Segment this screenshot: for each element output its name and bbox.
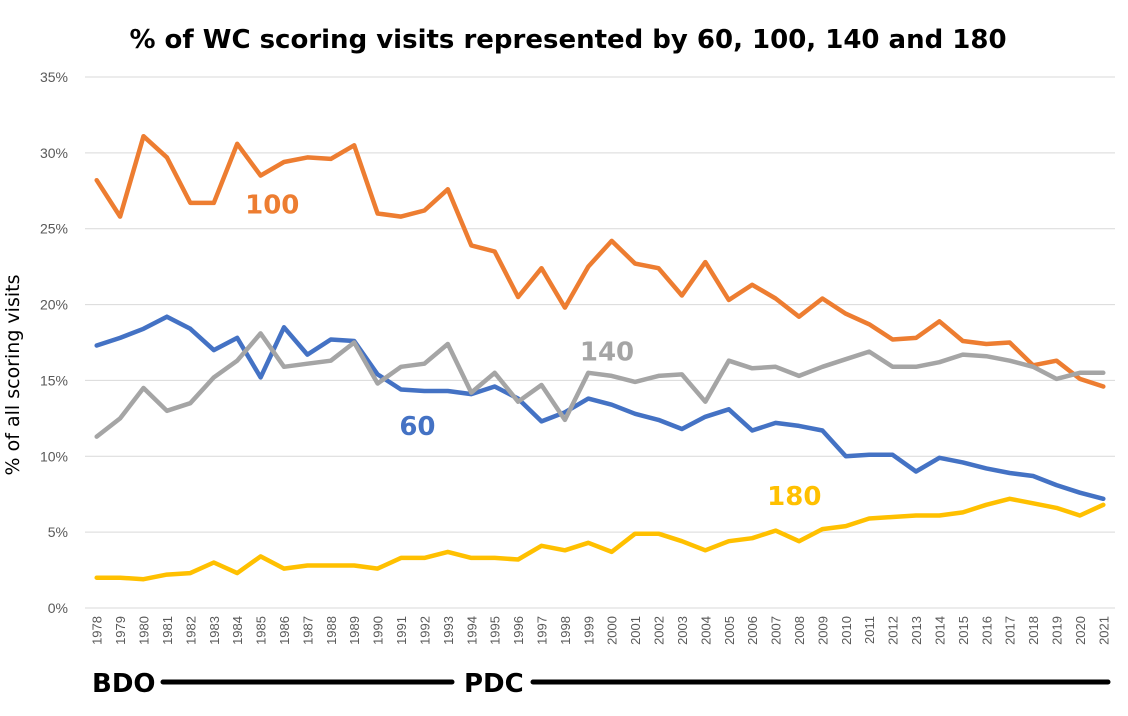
x-tick-label: 1979 — [113, 616, 128, 645]
x-tick-label: 1983 — [207, 616, 222, 645]
y-tick-label: 20% — [40, 297, 68, 313]
chart-title: % of WC scoring visits represented by 60… — [129, 25, 1006, 55]
y-tick-label: 0% — [48, 600, 68, 616]
series-line-180 — [94, 496, 1106, 582]
x-tick-label: 1990 — [371, 616, 386, 645]
x-tick-label: 2018 — [1026, 616, 1041, 645]
x-tick-label: 1994 — [464, 616, 479, 645]
x-tick-label: 2013 — [909, 616, 924, 645]
series-label-180: 180 — [767, 482, 821, 512]
x-tick-label: 2016 — [979, 616, 994, 645]
x-tick-label: 2005 — [722, 616, 737, 645]
x-tick-label: 2000 — [605, 616, 620, 645]
y-tick-label: 35% — [40, 69, 68, 85]
series-labels: 100 60 140 180 — [245, 191, 821, 512]
x-tick-label: 1978 — [90, 616, 105, 645]
series-label-60: 60 — [399, 412, 435, 442]
x-tick-label: 1991 — [394, 616, 409, 645]
x-tick-label: 2012 — [886, 616, 901, 645]
x-tick-label: 2007 — [769, 616, 784, 645]
x-tick-label: 1993 — [441, 616, 456, 645]
era-annotations: BDO PDC — [92, 669, 1111, 699]
x-tick-label: 2009 — [815, 616, 830, 645]
x-axis-ticks: 1978 1979 1980 1981 1982 1983 1984 1985 1986 1987… — [90, 616, 1112, 645]
series-label-140: 140 — [580, 338, 634, 368]
y-axis-label: % of all scoring visits — [2, 275, 24, 476]
series-line-140 — [94, 331, 1106, 439]
x-tick-label: 2010 — [839, 616, 854, 645]
x-tick-label: 2001 — [628, 616, 643, 645]
x-tick-label: 1984 — [230, 616, 245, 645]
x-tick-label: 1982 — [183, 616, 198, 645]
x-tick-label: 2003 — [675, 616, 690, 645]
x-tick-label: 2017 — [1003, 616, 1018, 645]
x-tick-label: 1999 — [581, 616, 596, 645]
x-tick-label: 1996 — [511, 616, 526, 645]
x-tick-label: 1985 — [254, 616, 269, 645]
y-tick-label: 5% — [48, 524, 68, 540]
x-tick-label: 1981 — [160, 616, 175, 645]
era-label-pdc: PDC — [464, 669, 524, 699]
x-tick-label: 2004 — [698, 616, 713, 645]
x-tick-label: 1989 — [347, 616, 362, 645]
x-tick-label: 2019 — [1049, 616, 1064, 645]
x-tick-label: 2014 — [932, 616, 947, 645]
x-tick-label: 1987 — [300, 616, 315, 645]
series-lines — [94, 133, 1106, 582]
x-tick-label: 1980 — [137, 616, 152, 645]
series-label-100: 100 — [245, 191, 299, 221]
y-tick-label: 30% — [40, 145, 68, 161]
era-label-bdo: BDO — [92, 669, 156, 699]
x-tick-label: 2006 — [745, 616, 760, 645]
y-tick-label: 25% — [40, 221, 68, 237]
x-tick-label: 1998 — [558, 616, 573, 645]
x-tick-label: 2020 — [1073, 616, 1088, 645]
x-tick-label: 2021 — [1096, 616, 1111, 645]
x-tick-label: 1988 — [324, 616, 339, 645]
x-tick-label: 2002 — [652, 616, 667, 645]
gridlines — [85, 76, 1115, 609]
x-tick-label: 1992 — [417, 616, 432, 645]
y-tick-label: 10% — [40, 448, 68, 464]
x-tick-label: 2008 — [792, 616, 807, 645]
x-tick-label: 2015 — [956, 616, 971, 645]
x-tick-label: 1997 — [534, 616, 549, 645]
y-tick-label: 15% — [40, 372, 68, 388]
series-line-100 — [94, 133, 1106, 389]
y-axis-ticks: 0% 5% 10% 15% 20% 25% 30% 35% — [40, 69, 68, 616]
series-line-60 — [94, 314, 1106, 502]
x-tick-label: 2011 — [862, 616, 877, 644]
x-tick-label: 1986 — [277, 616, 292, 645]
x-tick-label: 1995 — [488, 616, 503, 645]
